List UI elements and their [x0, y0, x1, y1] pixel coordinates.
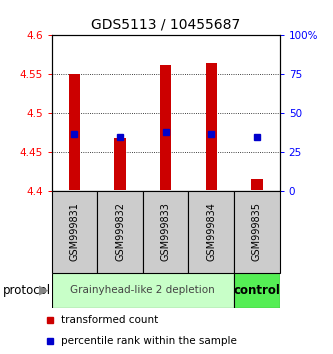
Text: GSM999831: GSM999831 [69, 202, 80, 261]
Text: GSM999834: GSM999834 [206, 202, 216, 261]
Text: percentile rank within the sample: percentile rank within the sample [61, 336, 237, 346]
Text: transformed count: transformed count [61, 315, 159, 325]
Title: GDS5113 / 10455687: GDS5113 / 10455687 [91, 17, 240, 32]
Bar [52, 273, 234, 308]
Bar [160, 65, 171, 190]
Bar [114, 138, 126, 190]
Text: Grainyhead-like 2 depletion: Grainyhead-like 2 depletion [71, 285, 215, 295]
Text: protocol: protocol [3, 284, 52, 297]
Bar [69, 74, 80, 190]
Bar [234, 273, 280, 308]
Text: GSM999833: GSM999833 [161, 202, 171, 261]
Bar [188, 191, 234, 273]
Text: ▶: ▶ [39, 284, 49, 297]
Bar [97, 191, 143, 273]
Bar [52, 191, 97, 273]
Bar [205, 63, 217, 190]
Text: control: control [233, 284, 280, 297]
Text: GSM999832: GSM999832 [115, 202, 125, 261]
Bar [143, 191, 188, 273]
Bar [251, 179, 263, 190]
Bar [234, 191, 280, 273]
Text: GSM999835: GSM999835 [252, 202, 262, 261]
